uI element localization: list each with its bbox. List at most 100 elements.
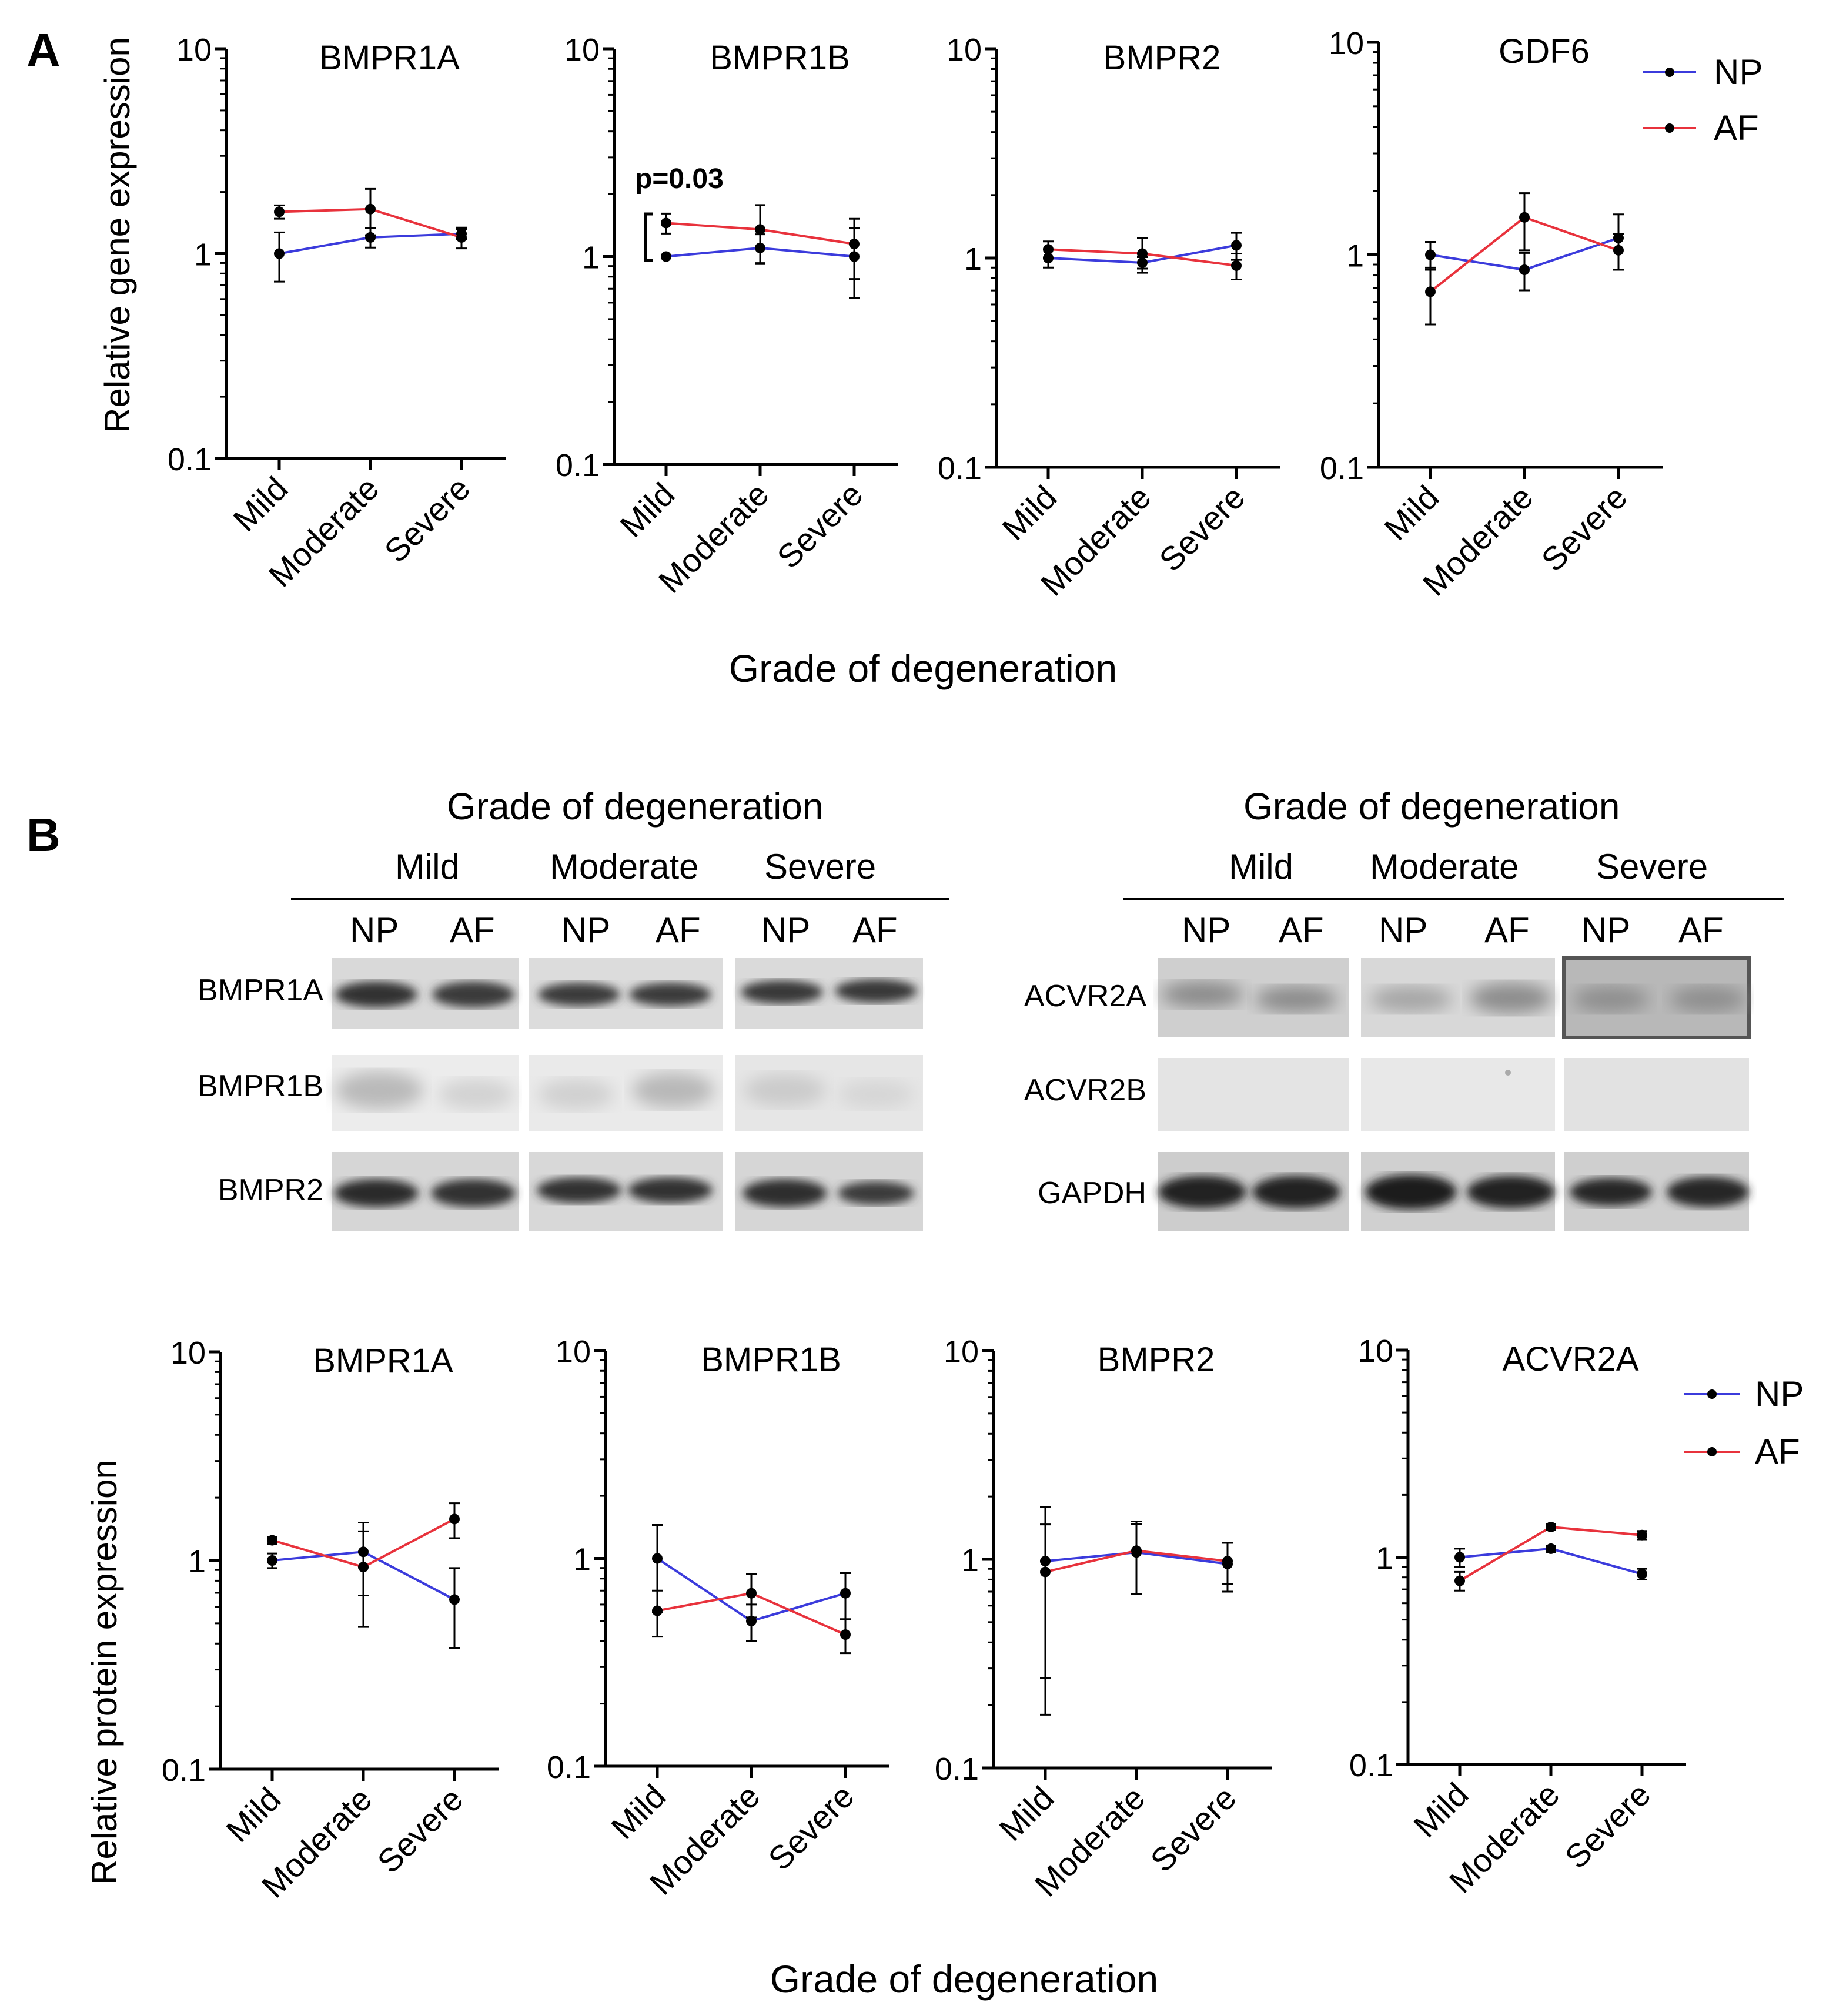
x-tick-label: Severe <box>370 1780 470 1880</box>
left-blot-title: Grade of degeneration <box>447 785 824 828</box>
chart-title: ACVR2A <box>1502 1340 1638 1378</box>
significance-bracket <box>644 212 653 262</box>
right-row-label-1: ACVR2A <box>1024 979 1146 1013</box>
x-tick-label: Mild <box>1406 1776 1475 1844</box>
right-row-label-3: GAPDH <box>1038 1176 1146 1210</box>
left-lane-1: NP <box>350 910 399 950</box>
chart-title: BMPR1B <box>710 39 850 77</box>
data-point-np <box>1546 1543 1556 1554</box>
x-tick-label: Severe <box>1152 478 1252 578</box>
y-tick-label: 10 <box>947 32 982 68</box>
data-point-np <box>1637 1569 1647 1580</box>
y-tick-label: 10 <box>564 32 600 68</box>
data-point-af <box>840 1629 851 1640</box>
data-point-af <box>456 232 467 243</box>
x-tick-label: Severe <box>1557 1776 1657 1876</box>
left-row-label-2: BMPR1B <box>198 1069 323 1103</box>
data-point-af <box>1546 1521 1556 1532</box>
y-tick-label: 0.1 <box>1320 451 1364 486</box>
legend-a-np-label: NP <box>1714 52 1763 92</box>
data-point-af <box>1131 1545 1142 1556</box>
right-row-label-2: ACVR2B <box>1024 1073 1146 1107</box>
right-grade-moderate: Moderate <box>1370 847 1519 886</box>
left-lane-5: NP <box>761 910 811 950</box>
chart-title: BMPR1B <box>701 1341 841 1379</box>
y-tick-label: 10 <box>556 1334 591 1369</box>
left-row-label-3: BMPR2 <box>218 1173 323 1207</box>
x-tick-label: Severe <box>761 1777 861 1877</box>
y-tick-label: 0.1 <box>935 1752 979 1787</box>
legend-b-np-label: NP <box>1755 1374 1804 1414</box>
legend-b-af-marker <box>1707 1447 1717 1456</box>
left-row-label-1: BMPR1A <box>198 973 323 1007</box>
legend-a-af-label: AF <box>1714 108 1759 148</box>
x-tick-label: Severe <box>770 475 869 575</box>
chart-title: BMPR2 <box>1098 1341 1215 1379</box>
right-lane-1: NP <box>1182 910 1231 950</box>
left-grade-severe: Severe <box>764 847 877 886</box>
data-point-af <box>1231 260 1242 271</box>
left-lane-3: NP <box>561 910 611 950</box>
data-point-af <box>267 1535 277 1546</box>
y-tick-label: 0.1 <box>1349 1748 1393 1783</box>
panel-a-xlabel: Grade of degeneration <box>729 647 1117 690</box>
right-grade-mild: Mild <box>1229 847 1294 886</box>
chart-title: BMPR2 <box>1103 39 1221 77</box>
x-tick-label: Mild <box>992 1779 1061 1848</box>
data-point-af <box>274 206 285 217</box>
y-tick-label: 0.1 <box>938 451 982 486</box>
y-tick-label: 10 <box>1329 26 1364 61</box>
data-point-af <box>1454 1575 1465 1586</box>
left-lane-4: AF <box>656 910 701 950</box>
data-point-np <box>1519 264 1530 276</box>
left-lane-2: AF <box>450 910 495 950</box>
left-blot-divider <box>291 898 949 900</box>
panel-a-ylabel: Relative gene expression <box>98 37 137 433</box>
panel-label-b: B <box>26 809 61 861</box>
data-point-np <box>661 251 671 262</box>
right-blot-divider <box>1123 898 1784 900</box>
y-tick-label: 0.1 <box>556 448 600 483</box>
right-blot-title: Grade of degeneration <box>1243 785 1620 828</box>
data-point-np <box>840 1588 851 1599</box>
data-point-af <box>1040 1566 1051 1578</box>
y-tick-label: 1 <box>194 237 212 273</box>
left-grade-moderate: Moderate <box>550 847 699 886</box>
data-point-af <box>746 1588 757 1599</box>
data-point-af <box>849 239 860 250</box>
y-tick-label: 10 <box>176 32 212 68</box>
data-point-af <box>1137 248 1148 259</box>
x-tick-label: Severe <box>377 470 477 570</box>
data-point-af <box>1637 1529 1647 1541</box>
chart-title: BMPR1A <box>319 39 460 77</box>
y-tick-label: 1 <box>573 1542 591 1578</box>
data-point-af <box>1222 1556 1233 1567</box>
x-tick-label: Severe <box>1534 478 1634 578</box>
data-point-af <box>1043 244 1054 255</box>
data-point-af <box>755 224 765 235</box>
panel-a-svg: Relative gene expression Grade of degene… <box>98 26 1763 690</box>
data-point-af <box>1613 245 1624 256</box>
right-lane-4: AF <box>1484 910 1530 950</box>
legend-b-af-label: AF <box>1755 1432 1800 1471</box>
right-lane-3: NP <box>1379 910 1428 950</box>
data-point-af <box>1519 212 1530 223</box>
left-grade-mild: Mild <box>395 847 460 886</box>
x-tick-label: Mild <box>1377 478 1446 547</box>
data-point-af <box>652 1605 663 1616</box>
x-tick-label: Mild <box>604 1777 673 1846</box>
y-tick-label: 0.1 <box>162 1753 206 1788</box>
data-point-np <box>1425 249 1436 260</box>
data-point-af <box>449 1513 460 1525</box>
panel-b-xlabel: Grade of degeneration <box>770 1957 1158 2001</box>
x-tick-label: Mild <box>995 478 1064 547</box>
y-tick-label: 10 <box>170 1335 206 1371</box>
data-point-np <box>1231 240 1242 251</box>
